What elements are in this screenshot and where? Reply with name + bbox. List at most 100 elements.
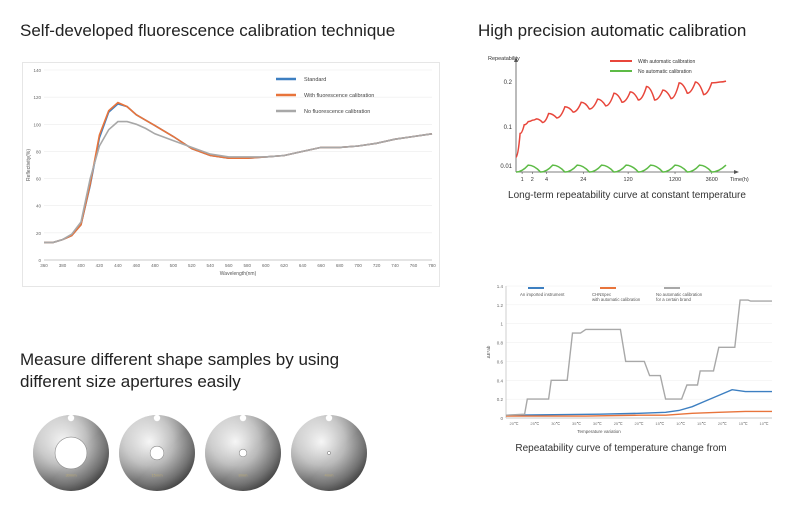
- x-tick-label: 700: [354, 263, 362, 268]
- y-tick-label: 80: [36, 149, 42, 154]
- x-tick-label: 380: [59, 263, 67, 268]
- y-tick-label: 0.6: [497, 359, 504, 364]
- legend-label-2: No fluorescence calibration: [304, 109, 370, 115]
- x-tick-label: 15℃: [697, 421, 706, 426]
- heading-apertures-line1: Measure different shape samples by using: [20, 350, 340, 369]
- x-tick-label: 560: [225, 263, 233, 268]
- x-axis-label: Time(h): [730, 177, 749, 183]
- x-tick-label: 680: [336, 263, 344, 268]
- reflectivity-chart: 0 20 40 60 80 100 120 140 360 380 400 420 440 460 480 5…: [22, 62, 440, 287]
- disc-engraving: 30mm: [65, 473, 77, 478]
- x-tick-label: 780: [428, 263, 436, 268]
- chart-frame: [22, 62, 440, 287]
- y-tick-label: 1.2: [497, 303, 504, 308]
- x-tick-label: 25℃: [614, 421, 623, 426]
- x-tick-label: 720: [373, 263, 381, 268]
- series-line-1: [515, 164, 727, 173]
- x-tick-label: 1: [521, 177, 524, 183]
- heading-apertures-line2: different size apertures easily: [20, 372, 241, 391]
- legend-label-0: Standard: [304, 77, 326, 83]
- y-tick-label: 1: [500, 322, 503, 327]
- y-tick-label: 1.4: [497, 284, 504, 289]
- x-tick-label: 760: [410, 263, 418, 268]
- x-tick-label: 640: [299, 263, 307, 268]
- x-tick-label: 400: [77, 263, 85, 268]
- x-axis-label: Wavelength(nm): [220, 271, 257, 277]
- x-tick-label: 35℃: [572, 421, 581, 426]
- disc-notch: [67, 414, 75, 422]
- x-tick-label: 460: [133, 263, 141, 268]
- x-tick-label: 30℃: [551, 421, 560, 426]
- x-tick-label: 1200: [669, 177, 681, 183]
- legend-label-2: No automatic calibration for a certain br…: [656, 292, 703, 302]
- y-tick-label: 40: [36, 204, 42, 209]
- y-tick-label: 0.1: [504, 125, 513, 131]
- x-tick-label: 600: [262, 263, 270, 268]
- caption-repeatability: Long-term repeatability curve at constan…: [508, 190, 746, 201]
- aperture-disc: 15mm: [119, 414, 195, 491]
- x-tick-label: 420: [96, 263, 104, 268]
- y-axis-arrow: [514, 57, 518, 62]
- x-tick-label: 740: [391, 263, 399, 268]
- x-tick-label: 2: [531, 177, 534, 183]
- disc-engraving: 15mm: [151, 473, 163, 478]
- y-tick-label: 20: [36, 231, 42, 236]
- y-tick-label: 0.2: [504, 80, 513, 86]
- x-tick-label: 24: [580, 177, 586, 183]
- y-axis-label: Reflectivity(%): [26, 149, 32, 181]
- x-tick-label: 3600: [706, 177, 718, 183]
- disc-aperture-hole: [54, 436, 88, 470]
- legend-label-0: With automatic calibration: [638, 59, 695, 65]
- y-axis-label: ΔE*ab: [486, 345, 491, 358]
- y-tick-label: 0: [500, 416, 503, 421]
- y-axis-label: Repeatability: [488, 56, 520, 62]
- series-line-0: [505, 388, 772, 416]
- aperture-disc: 8mm: [205, 414, 281, 491]
- x-tick-label: 25℃: [530, 421, 539, 426]
- disc-notch: [153, 414, 161, 422]
- heading-fluorescence: Self-developed fluorescence calibration …: [20, 21, 396, 40]
- heading-precision: High precision automatic calibration: [478, 21, 747, 40]
- series-line-0: [515, 80, 727, 159]
- legend-label-1: CHNSpec with automatic calibration: [592, 292, 641, 302]
- x-tick-label: 440: [114, 263, 122, 268]
- x-tick-label: 620: [280, 263, 288, 268]
- x-tick-label: 30℃: [593, 421, 602, 426]
- x-tick-label: 20℃: [718, 421, 727, 426]
- x-tick-label: 10℃: [676, 421, 685, 426]
- x-tick-label: 20℃: [635, 421, 644, 426]
- legend-label-1: With fluorescence calibration: [304, 93, 374, 99]
- disc-notch: [325, 414, 333, 422]
- disc-aperture-hole: [327, 451, 331, 455]
- disc-notch: [239, 414, 247, 422]
- x-tick-label: 580: [243, 263, 251, 268]
- x-tick-label: 500: [170, 263, 178, 268]
- x-tick-label: 520: [188, 263, 196, 268]
- x-tick-label: 540: [207, 263, 215, 268]
- y-tick-label: 0.2: [497, 397, 504, 402]
- x-axis-arrow: [734, 170, 739, 174]
- y-tick-label: 60: [36, 177, 42, 182]
- x-tick-label: 120: [624, 177, 633, 183]
- disc-aperture-hole: [238, 448, 248, 458]
- aperture-discs: 30mm 15mm 8mm 4mm: [33, 414, 367, 491]
- series-line-1: [506, 410, 772, 417]
- x-tick-label: 20℃: [510, 421, 519, 426]
- series-line-2: [44, 120, 433, 244]
- x-tick-label: 15℃: [655, 421, 664, 426]
- x-tick-label: 360: [40, 263, 48, 268]
- y-tick-label: 0.4: [497, 378, 504, 383]
- disc-engraving: 8mm: [239, 473, 249, 478]
- legend-label-1: No automatic calibration: [638, 69, 692, 75]
- temperature-chart: 0 0.2 0.4 0.6 0.8 1 1.2 1.4 20℃ 25℃ 30℃ 35℃ 30℃ 25℃ 20…: [486, 284, 772, 434]
- x-tick-label: 660: [317, 263, 325, 268]
- disc-engraving: 4mm: [325, 473, 335, 478]
- x-axis-label: Temperature variation: [577, 429, 621, 434]
- y-tick-label: 0.01: [500, 164, 512, 170]
- legend-label-0: An imported instrument: [520, 292, 565, 297]
- y-tick-label: 140: [33, 68, 41, 73]
- y-tick-label: 0.8: [497, 341, 504, 346]
- x-tick-label: 10℃: [760, 421, 769, 426]
- y-tick-label: 0: [38, 258, 41, 263]
